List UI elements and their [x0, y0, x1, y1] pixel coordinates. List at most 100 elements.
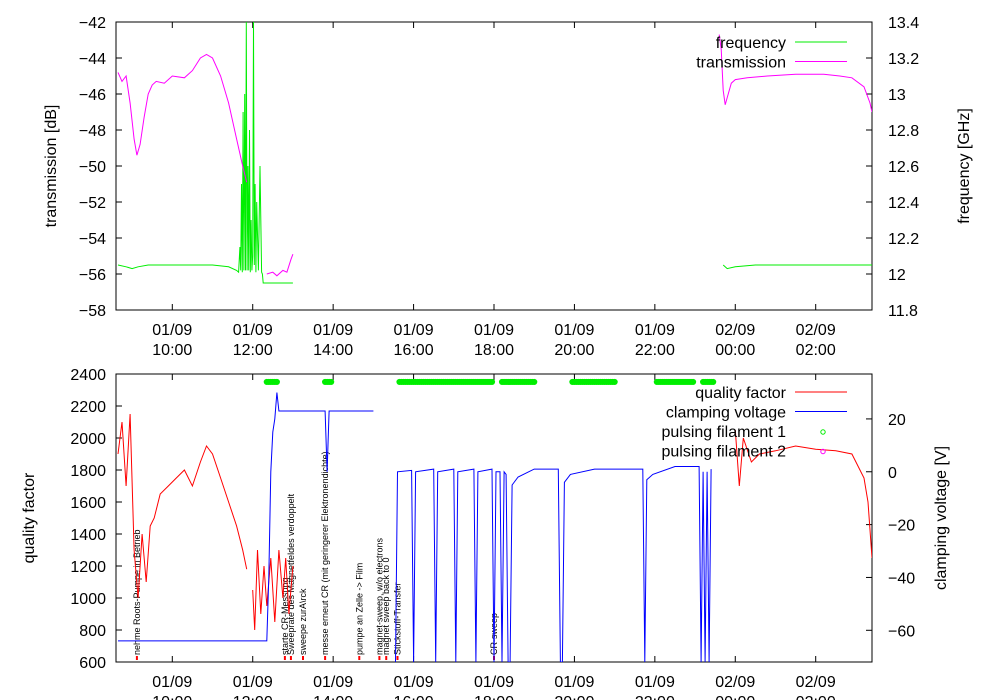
y-tick-label: 1200: [70, 559, 106, 576]
x-tick-label-date: 01/09: [554, 674, 594, 691]
x-tick-label-date: 02/09: [715, 674, 755, 691]
series-line-transmission: [266, 254, 294, 277]
y-tick-label: −52: [79, 195, 106, 212]
series-line-quality-factor: [734, 429, 872, 559]
y2-tick-label: 12.6: [888, 159, 919, 176]
y-tick-label: 600: [79, 655, 106, 672]
series-line-frequency: [117, 22, 293, 284]
y-axis-label-right: clamping voltage [V]: [933, 446, 950, 590]
y-tick-label: 1400: [70, 527, 106, 544]
y-tick-label: 2000: [70, 431, 106, 448]
legend-label: frequency: [716, 35, 786, 52]
x-tick-label-date: 02/09: [715, 322, 755, 339]
x-tick-label-date: 02/09: [796, 674, 836, 691]
y2-tick-label: 12.2: [888, 231, 919, 248]
legend-label: quality factor: [695, 385, 786, 402]
x-tick-label-time: 18:00: [474, 694, 514, 700]
x-tick-label-date: 01/09: [474, 674, 514, 691]
y-tick-label: −56: [79, 267, 106, 284]
x-tick-label-date: 01/09: [554, 322, 594, 339]
y-tick-label: −42: [79, 15, 106, 32]
y2-tick-label: 11.8: [888, 303, 918, 320]
x-tick-label-time: 12:00: [233, 342, 273, 359]
transmission-frequency-chart: transmission [dB] frequency [GHz] 01/09 1…: [43, 15, 973, 359]
x-tick-label-date: 01/09: [152, 322, 192, 339]
x-tick-label-date: 01/09: [152, 674, 192, 691]
x-tick-label-date: 01/09: [474, 322, 514, 339]
x-tick-label-time: 02:00: [796, 694, 836, 700]
y-tick-label: 800: [79, 623, 106, 640]
x-tick-label-time: 14:00: [313, 342, 353, 359]
series-line-quality-factor: [252, 549, 294, 631]
series-line-clamping-voltage: [118, 392, 374, 642]
filament-pulse-point: [689, 378, 697, 386]
y2-tick-label: 12.8: [888, 123, 919, 140]
y-tick-label: −46: [79, 87, 106, 104]
legend-label: clamping voltage: [666, 405, 786, 422]
series-line-transmission: [117, 53, 248, 183]
annotation-label: Stickstoff-Transfer: [392, 582, 402, 655]
x-tick-label-time: 10:00: [152, 694, 192, 700]
legend-label: pulsing filament 2: [661, 444, 786, 461]
y-tick-label: −44: [79, 51, 106, 68]
y-tick-label: −54: [79, 231, 106, 248]
x-tick-label-time: 10:00: [152, 342, 192, 359]
y-tick-label: 1600: [70, 495, 106, 512]
x-tick-label-time: 14:00: [313, 694, 353, 700]
legend-point-sample: [820, 429, 826, 435]
x-tick-label-date: 02/09: [796, 322, 836, 339]
x-tick-label-time: 00:00: [715, 694, 755, 700]
series-line-quality-factor: [117, 413, 248, 599]
legend-point-sample: [820, 448, 826, 455]
x-tick-label-time: 22:00: [635, 342, 675, 359]
filament-pulse-point: [328, 378, 335, 386]
y2-tick-label: 20: [888, 412, 906, 429]
series-line-frequency: [722, 264, 872, 270]
y-tick-label: −58: [79, 303, 106, 320]
y-axis-label-left: transmission [dB]: [43, 105, 60, 228]
x-tick-label-date: 01/09: [233, 322, 273, 339]
y-axis-label-right: frequency [GHz]: [956, 108, 973, 224]
y2-tick-label: −40: [888, 570, 915, 587]
filament-pulse-point: [488, 378, 496, 386]
filament-pulse-point: [611, 378, 618, 386]
filament-pulse-point: [273, 378, 280, 386]
x-tick-label-time: 16:00: [394, 342, 434, 359]
annotation-label: starte CR-Messung: [280, 577, 290, 655]
annotation-label: sweepe zurA\rck: [298, 588, 308, 655]
x-tick-label-time: 16:00: [394, 694, 434, 700]
x-tick-label-date: 01/09: [635, 322, 675, 339]
x-tick-label-date: 01/09: [313, 674, 353, 691]
x-tick-label-date: 01/09: [233, 674, 273, 691]
y2-tick-label: 13.4: [888, 15, 919, 32]
annotation-label: messe erneut CR (mit geringerer Elektron…: [320, 451, 330, 655]
annotation-label: Sweeprate des Magnetfeldes verdoppelt: [286, 493, 296, 655]
legend-label: transmission: [696, 55, 786, 72]
y-tick-label: −48: [79, 123, 106, 140]
series-line-clamping-voltage: [395, 466, 712, 662]
legend-label: pulsing filament 1: [661, 424, 786, 441]
x-tick-label-date: 01/09: [394, 322, 434, 339]
x-tick-label-time: 02:00: [796, 342, 836, 359]
annotation-label: nehme Roots-Pumpe in Betrieb: [132, 529, 142, 655]
y-tick-label: 1000: [70, 591, 106, 608]
y-tick-label: 2200: [70, 399, 106, 416]
annotation-label: magnet sweep back to 0: [381, 557, 391, 655]
plot-area: [117, 22, 872, 284]
x-tick-label-time: 22:00: [635, 694, 675, 700]
filament-pulse-point: [531, 378, 538, 386]
x-tick-label-time: 18:00: [474, 342, 514, 359]
y2-tick-label: −20: [888, 518, 915, 535]
y2-tick-label: 12: [888, 267, 906, 284]
y2-tick-label: 12.4: [888, 195, 919, 212]
y2-tick-label: −60: [888, 623, 915, 640]
x-tick-label-time: 12:00: [233, 694, 273, 700]
y-tick-label: 2400: [70, 367, 106, 384]
y2-tick-label: 13: [888, 87, 906, 104]
plot-area: nehme Roots-Pumpe in Betrieb starte CR-Me…: [117, 378, 872, 662]
y2-tick-label: 13.2: [888, 51, 919, 68]
filament-pulse-point: [710, 378, 717, 386]
y-tick-label: 1800: [70, 463, 106, 480]
x-tick-label-date: 01/09: [313, 322, 353, 339]
y2-tick-label: 0: [888, 465, 897, 482]
